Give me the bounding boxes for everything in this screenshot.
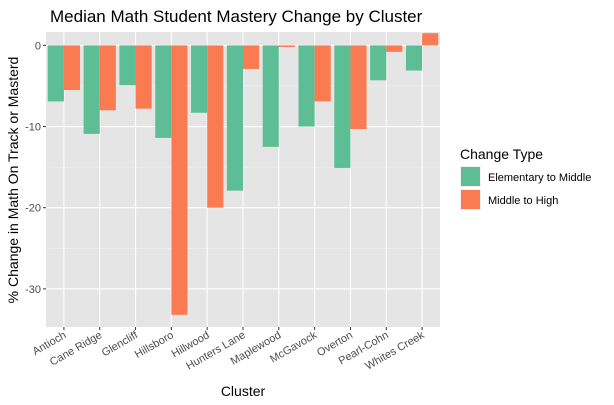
bar bbox=[63, 45, 81, 91]
legend-title: Change Type bbox=[460, 146, 543, 162]
bar bbox=[422, 33, 439, 46]
y-axis: 0 -10 -20 -30 bbox=[25, 40, 46, 296]
bar bbox=[171, 45, 188, 315]
bar bbox=[370, 45, 387, 81]
bar bbox=[191, 45, 208, 113]
legend-swatch bbox=[461, 167, 480, 186]
bars bbox=[47, 33, 439, 315]
bar bbox=[155, 45, 172, 138]
y-tick-label: -30 bbox=[25, 284, 41, 296]
y-tick-label: -20 bbox=[25, 203, 41, 215]
legend-swatch bbox=[461, 190, 480, 209]
bar bbox=[386, 45, 403, 52]
y-axis-label: % Change in Math On Track or Masterd bbox=[5, 57, 21, 304]
legend: Change Type Elementary to Middle Middle t… bbox=[460, 146, 591, 210]
bar bbox=[135, 45, 152, 109]
bar bbox=[314, 45, 331, 102]
x-axis-label: Cluster bbox=[221, 383, 266, 399]
bar bbox=[226, 45, 243, 191]
legend-label: Elementary to Middle bbox=[488, 172, 591, 184]
bar bbox=[334, 45, 351, 168]
bar bbox=[350, 45, 367, 129]
y-tick-label: -10 bbox=[25, 122, 41, 134]
bar bbox=[262, 45, 279, 147]
bar bbox=[243, 45, 260, 69]
bar bbox=[99, 45, 116, 111]
legend-label: Middle to High bbox=[488, 195, 558, 207]
bar bbox=[298, 45, 315, 127]
bar bbox=[119, 45, 136, 86]
bar bbox=[207, 45, 224, 208]
bar bbox=[83, 45, 100, 134]
bar bbox=[278, 45, 295, 48]
bar bbox=[47, 45, 64, 102]
bar bbox=[405, 45, 423, 71]
y-tick-label: 0 bbox=[35, 40, 41, 52]
chart-title: Median Math Student Mastery Change by Cl… bbox=[50, 7, 423, 26]
